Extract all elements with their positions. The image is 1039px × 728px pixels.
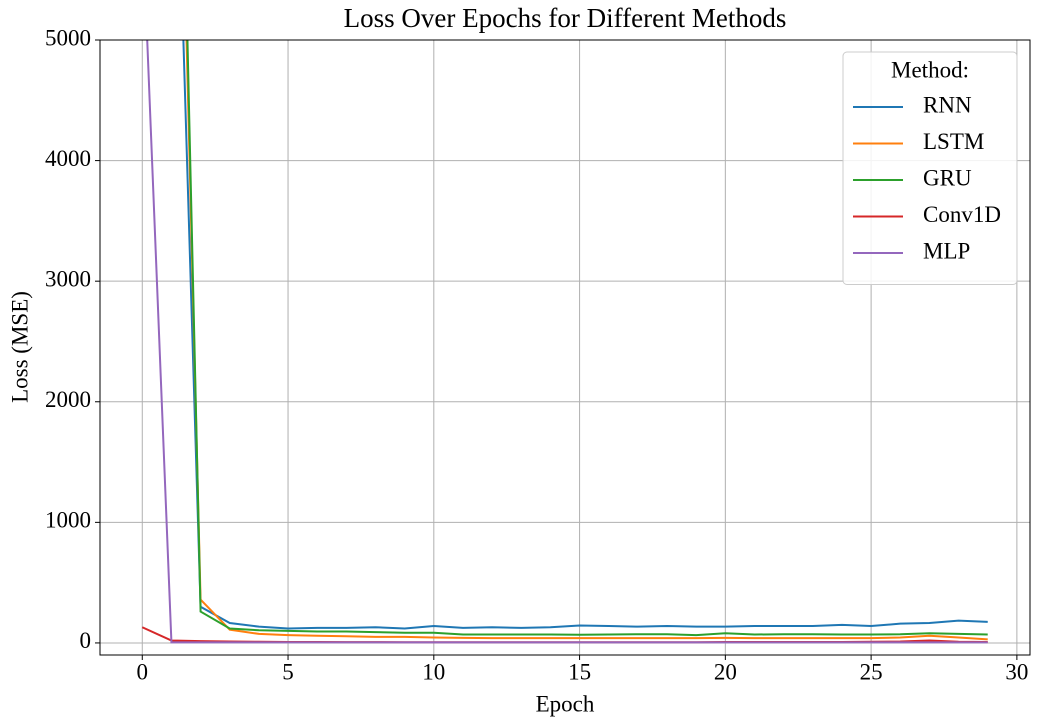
y-tick-label: 2000 bbox=[45, 387, 91, 412]
y-tick-label: 0 bbox=[80, 628, 92, 653]
x-tick-label: 30 bbox=[1005, 659, 1028, 684]
y-tick-label: 5000 bbox=[45, 25, 91, 50]
x-tick-label: 5 bbox=[282, 659, 294, 684]
x-tick-label: 15 bbox=[568, 659, 591, 684]
chart-title: Loss Over Epochs for Different Methods bbox=[344, 3, 787, 33]
legend-box bbox=[842, 51, 1018, 285]
legend-label: MLP bbox=[923, 238, 970, 263]
legend-title: Method: bbox=[891, 57, 969, 82]
line-series bbox=[146, 40, 988, 644]
x-tick-label: 20 bbox=[714, 659, 737, 684]
x-tick-label: 10 bbox=[422, 659, 445, 684]
plot-lines bbox=[141, 40, 988, 644]
legend-label: LSTM bbox=[923, 129, 984, 154]
legend-label: GRU bbox=[923, 165, 972, 190]
line-series bbox=[182, 40, 988, 630]
y-tick-label: 4000 bbox=[45, 146, 91, 171]
y-tick-label: 1000 bbox=[45, 508, 91, 533]
legend-label: Conv1D bbox=[923, 202, 1001, 227]
x-tick-label: 25 bbox=[860, 659, 883, 684]
x-tick-label: 0 bbox=[137, 659, 149, 684]
y-tick-label: 3000 bbox=[45, 266, 91, 291]
legend-label: RNN bbox=[923, 92, 972, 117]
line-series bbox=[185, 40, 988, 641]
y-axis-label: Loss (MSE) bbox=[7, 291, 32, 403]
x-axis-label: Epoch bbox=[536, 691, 595, 716]
plot-frame bbox=[99, 39, 1031, 656]
line-series bbox=[186, 40, 988, 637]
legend: Method: RNN LSTM GRU Conv1D MLP bbox=[842, 51, 1018, 285]
